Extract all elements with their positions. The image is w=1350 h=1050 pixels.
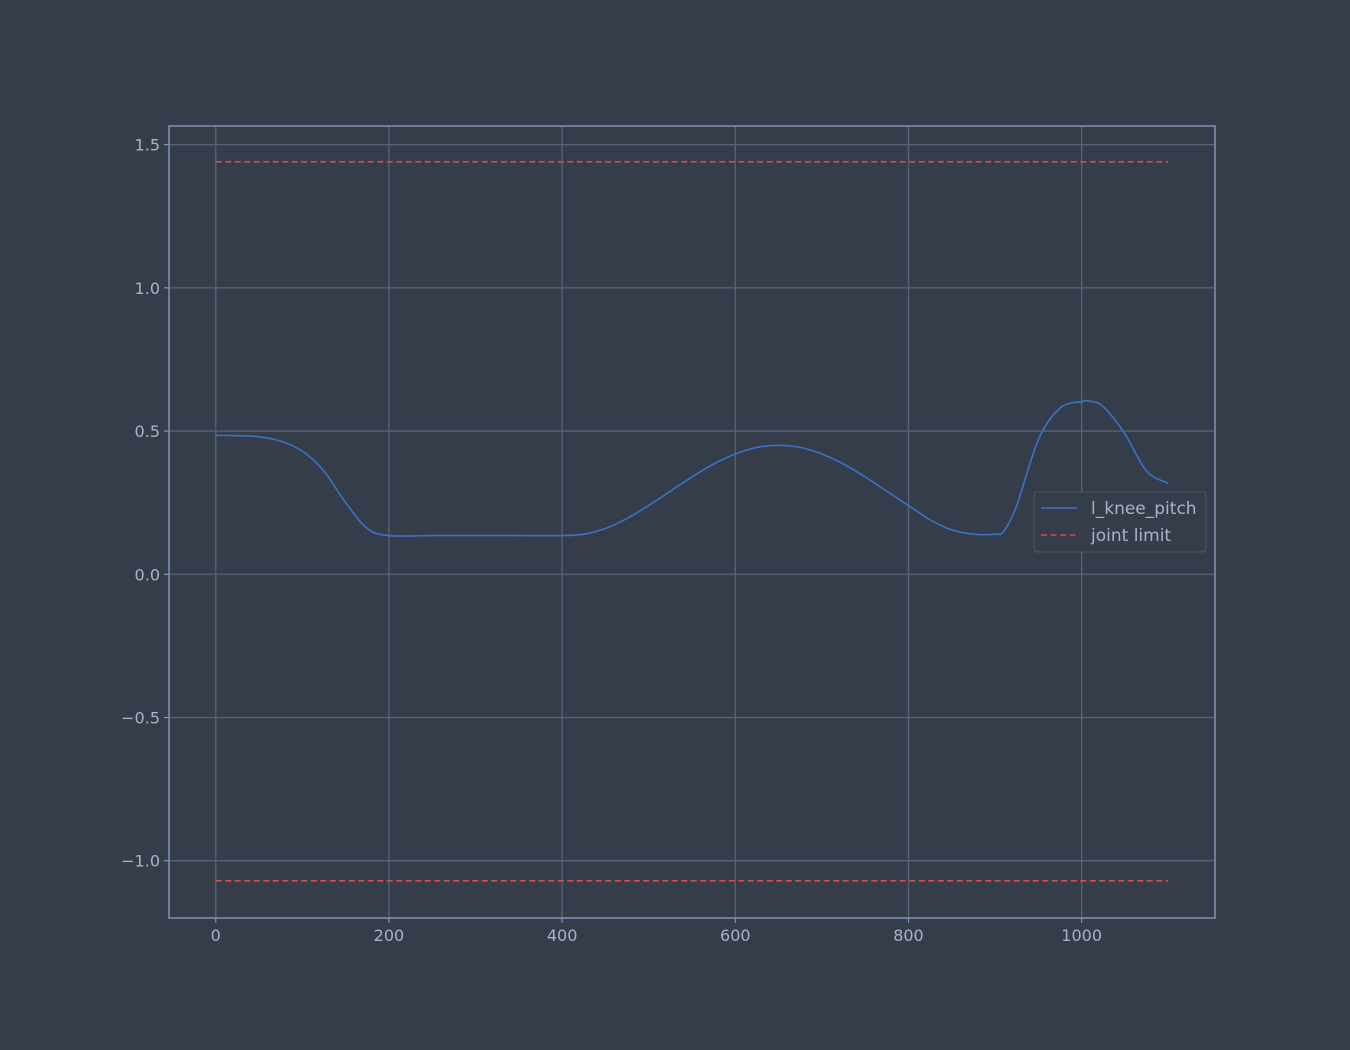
axes-frame [168,125,1216,919]
plot-series [215,161,1169,882]
x-tick-label: 800 [893,926,924,945]
x-tick-label: 400 [547,926,578,945]
x-tick-label: 600 [720,926,751,945]
tick-labels: 0 200 400 600 800 1000 −1.0 −0.5 0.0 0.5 1.0 1.5 [121,136,1102,945]
x-tick-label: 200 [374,926,405,945]
y-tick-label: 1.5 [135,136,160,155]
legend-label: l_knee_pitch [1091,499,1197,519]
legend-label: joint limit [1090,526,1171,546]
legend-box [1033,491,1207,553]
x-tick-label: 1000 [1061,926,1102,945]
y-tick-label: −0.5 [121,708,160,727]
y-tick-label: 0.0 [135,565,160,584]
series-line-l-knee-pitch [215,399,1169,537]
y-tick-label: 1.0 [135,279,160,298]
y-tick-label: −1.0 [121,852,160,871]
y-tick-label: 0.5 [135,422,160,441]
x-tick-label: 0 [211,926,221,945]
